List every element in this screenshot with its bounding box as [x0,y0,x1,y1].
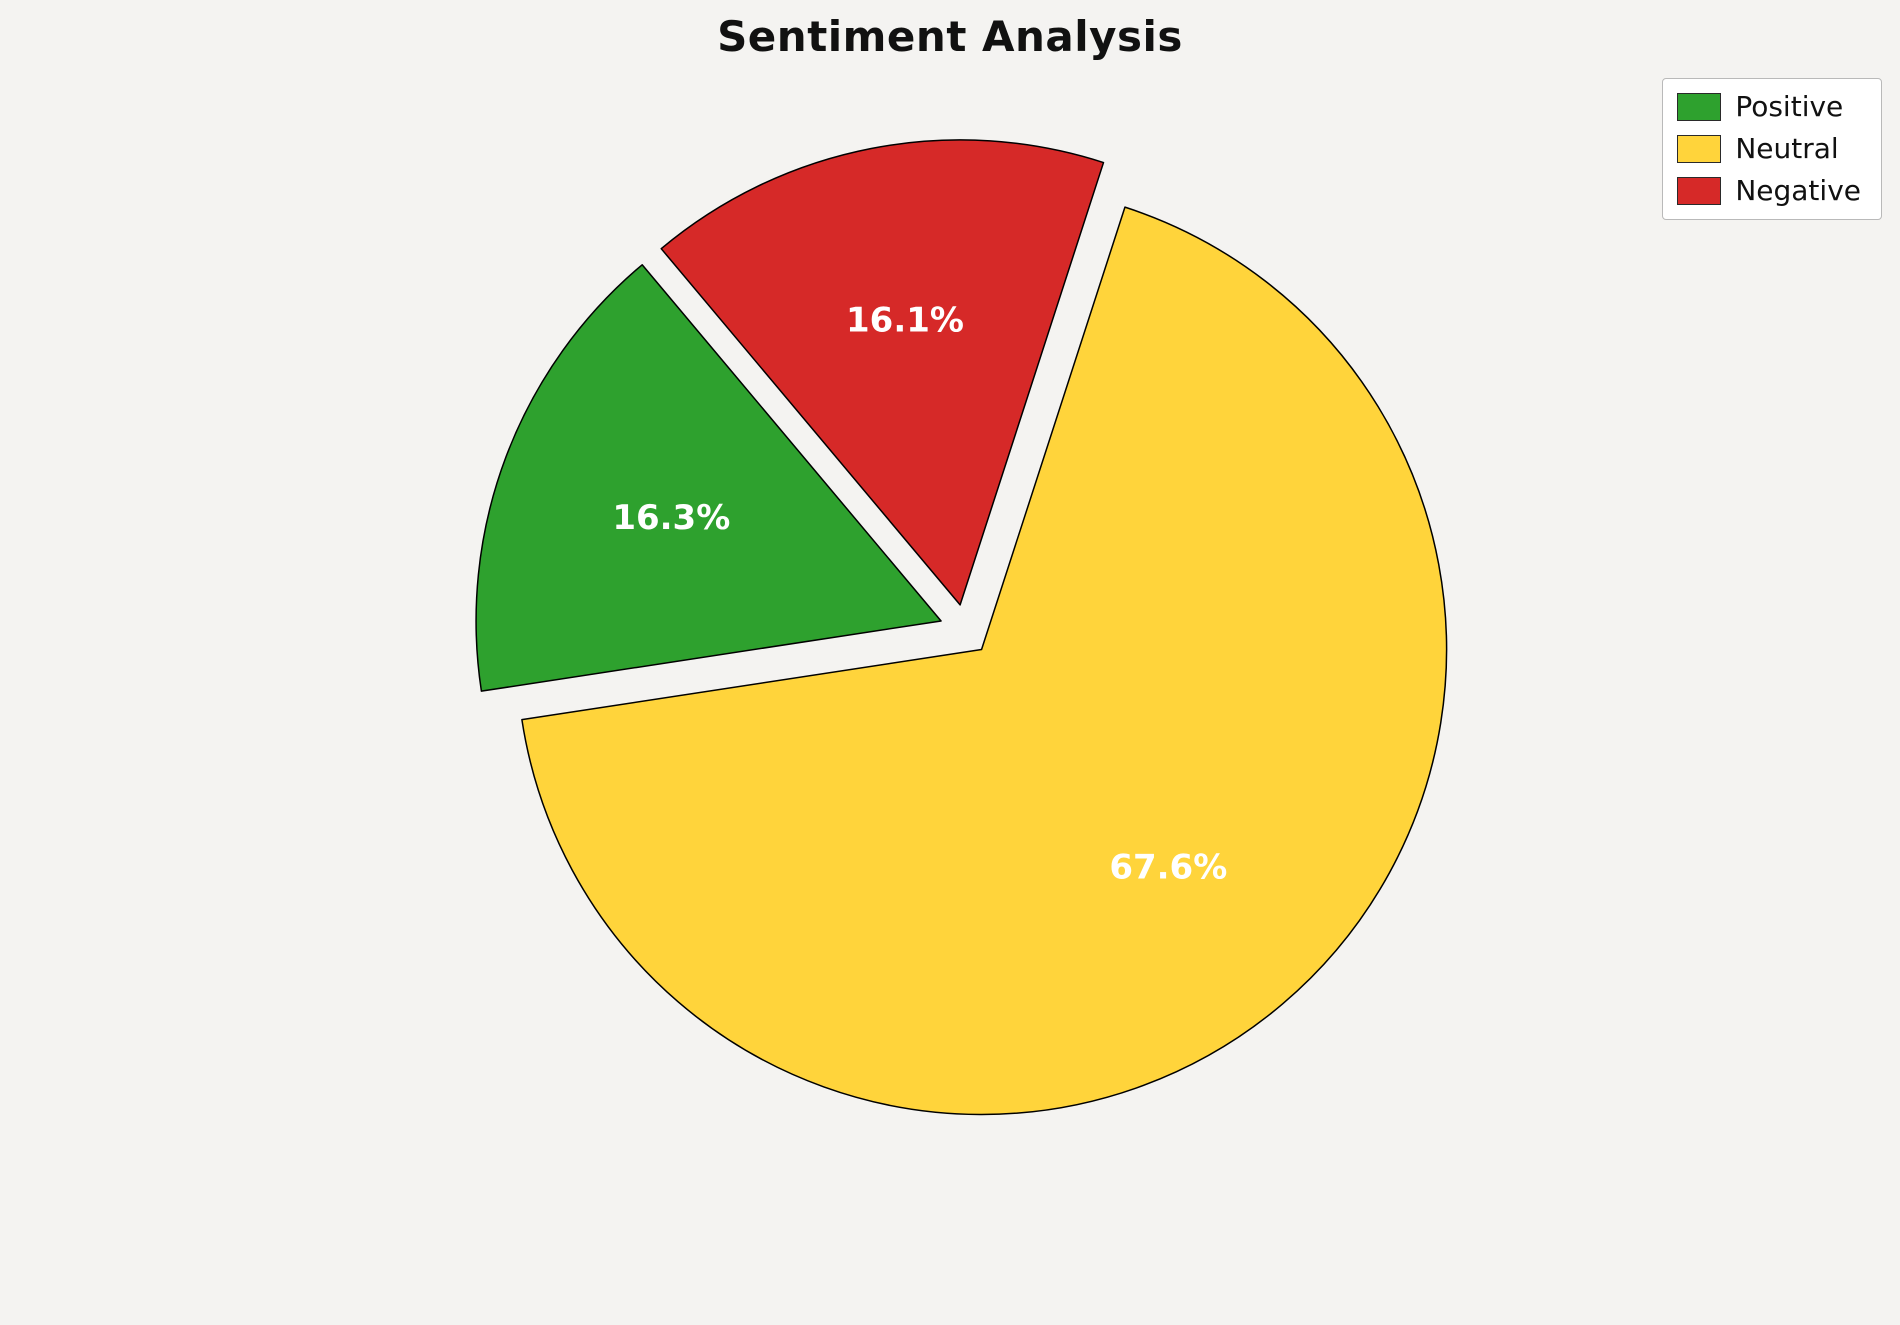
legend-swatch-positive-icon [1677,93,1722,121]
slice-label-neutral: 67.6% [1109,848,1227,888]
legend-item-positive: Positive [1677,93,1861,121]
pie-slice-negative [660,139,1105,606]
legend-label-negative: Negative [1735,174,1861,207]
legend-swatch-neutral-icon [1677,135,1722,163]
legend-item-neutral: Neutral [1677,135,1861,163]
pie-slice-positive [475,264,942,692]
legend-label-neutral: Neutral [1735,132,1839,165]
pie-slice-neutral [521,206,1448,1116]
legend-item-negative: Negative [1677,177,1861,205]
slice-label-positive: 16.3% [612,498,730,538]
chart-title: Sentiment Analysis [717,12,1183,61]
legend-label-positive: Positive [1735,90,1844,123]
legend: Positive Neutral Negative [1662,78,1882,220]
legend-swatch-negative-icon [1677,177,1722,205]
slice-label-negative: 16.1% [846,300,964,340]
